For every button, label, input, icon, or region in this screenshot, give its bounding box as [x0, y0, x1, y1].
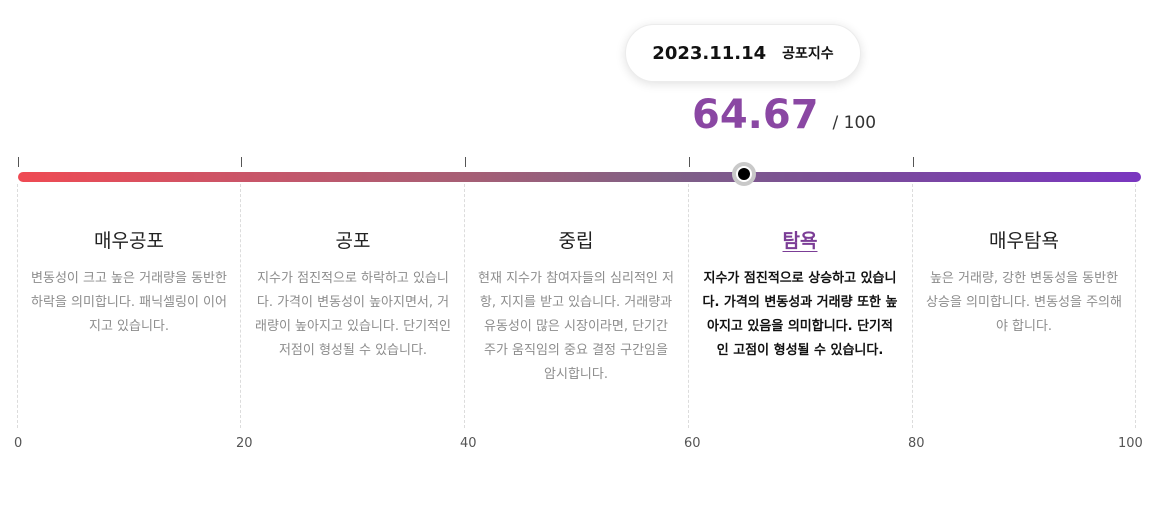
level-description: 높은 거래량, 강한 변동성을 동반한 상승을 의미합니다. 변동성을 주의해야…: [926, 271, 1122, 334]
tooltip-date: 2023.11.14: [652, 42, 767, 64]
scale-tick: [689, 157, 690, 167]
guide-line: [912, 184, 913, 428]
level-title-active[interactable]: 탐욕: [782, 230, 818, 252]
scale-tick: [241, 157, 242, 167]
level-title: 공포: [335, 230, 371, 252]
axis-label: 20: [236, 436, 253, 451]
score-marker: [732, 162, 757, 186]
scale-tick: [465, 157, 466, 167]
level-greed: 탐욕 지수가 점진적으로 상승하고 있습니다. 가격의 변동성과 거래량 또한 …: [702, 226, 898, 363]
score-marker-dot: [738, 168, 751, 180]
level-title: 매우공포: [94, 230, 164, 252]
score-readout: 64.67 / 100: [692, 92, 876, 138]
level-description: 현재 지수가 참여자들의 심리적인 저항, 지지를 받고 있습니다. 거래량과 …: [478, 271, 674, 382]
axis-label: 0: [14, 436, 23, 451]
level-description: 변동성이 크고 높은 거래량을 동반한 하락을 의미합니다. 패닉셀링이 이어지…: [31, 271, 227, 334]
level-title: 매우탐욕: [989, 230, 1059, 252]
scale-tick: [18, 157, 19, 167]
score-value: 64.67: [692, 92, 819, 138]
fear-greed-gradient-bar: [18, 172, 1141, 182]
axis-label: 100: [1118, 436, 1143, 451]
guide-line: [1135, 184, 1136, 428]
score-max: / 100: [832, 113, 877, 133]
axis-label: 40: [460, 436, 477, 451]
guide-line: [464, 184, 465, 428]
level-title: 중립: [558, 230, 594, 252]
guide-line: [688, 184, 689, 428]
level-extreme-greed: 매우탐욕 높은 거래량, 강한 변동성을 동반한 상승을 의미합니다. 변동성을…: [926, 226, 1122, 339]
guide-line: [17, 184, 18, 428]
level-description: 지수가 점진적으로 상승하고 있습니다. 가격의 변동성과 거래량 또한 높아지…: [702, 271, 898, 358]
axis-label: 60: [684, 436, 701, 451]
level-neutral: 중립 현재 지수가 참여자들의 심리적인 저항, 지지를 받고 있습니다. 거래…: [478, 226, 674, 387]
tooltip-label: 공포지수: [782, 46, 834, 62]
level-description: 지수가 점진적으로 하락하고 있습니다. 가격이 변동성이 높아지면서, 거래량…: [255, 271, 451, 358]
level-fear: 공포 지수가 점진적으로 하락하고 있습니다. 가격이 변동성이 높아지면서, …: [255, 226, 451, 363]
guide-line: [240, 184, 241, 428]
scale-tick: [913, 157, 914, 167]
level-extreme-fear: 매우공포 변동성이 크고 높은 거래량을 동반한 하락을 의미합니다. 패닉셀링…: [31, 226, 227, 339]
axis-label: 80: [908, 436, 925, 451]
date-tooltip: 2023.11.14 공포지수: [625, 24, 861, 82]
